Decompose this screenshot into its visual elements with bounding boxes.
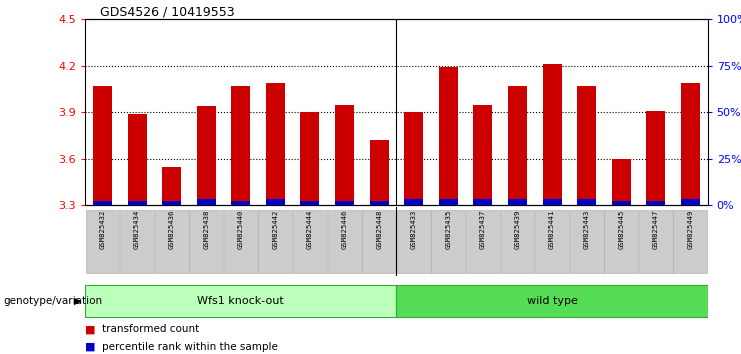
Text: GSM825432: GSM825432 (99, 210, 105, 249)
Bar (93, 86, 112, 205)
Bar (646, 111, 665, 205)
Bar (328, 210, 362, 273)
Bar (396, 210, 431, 273)
Text: percentile rank within the sample: percentile rank within the sample (102, 342, 277, 352)
Bar (93, 201, 112, 205)
Bar (231, 86, 250, 205)
Text: genotype/variation: genotype/variation (4, 296, 103, 306)
Text: GSM825439: GSM825439 (514, 210, 520, 249)
Bar (335, 105, 354, 205)
Text: GSM825446: GSM825446 (342, 210, 348, 249)
Bar (542, 199, 562, 205)
Bar (266, 83, 285, 205)
Text: GSM825442: GSM825442 (273, 210, 279, 249)
Text: GSM825443: GSM825443 (584, 210, 590, 249)
Bar (604, 210, 638, 273)
Bar (404, 199, 423, 205)
Text: transformed count: transformed count (102, 324, 199, 334)
Bar (293, 210, 327, 273)
Bar (439, 68, 458, 205)
Bar (611, 159, 631, 205)
Bar (120, 210, 154, 273)
Bar (370, 140, 388, 205)
Bar (259, 210, 293, 273)
Bar (300, 201, 319, 205)
Bar (466, 210, 500, 273)
Bar (162, 201, 181, 205)
Bar (362, 210, 396, 273)
Bar (542, 64, 562, 205)
Bar (473, 105, 492, 205)
Bar (674, 210, 708, 273)
Bar (396, 285, 708, 317)
Bar (127, 114, 147, 205)
Text: GSM825449: GSM825449 (688, 210, 694, 249)
Text: Wfs1 knock-out: Wfs1 knock-out (197, 296, 285, 306)
Text: GSM825445: GSM825445 (618, 210, 624, 249)
Bar (535, 210, 569, 273)
Bar (85, 210, 119, 273)
Bar (224, 210, 258, 273)
Bar (570, 210, 604, 273)
Text: GSM825444: GSM825444 (307, 210, 313, 249)
Text: GSM825433: GSM825433 (411, 210, 416, 249)
Text: GSM825440: GSM825440 (238, 210, 244, 249)
Text: GSM825435: GSM825435 (445, 210, 451, 249)
Bar (85, 285, 396, 317)
Bar (646, 201, 665, 205)
Bar (231, 201, 250, 205)
Bar (196, 199, 216, 205)
Text: ■: ■ (85, 324, 96, 334)
Bar (335, 201, 354, 205)
Bar (155, 210, 189, 273)
Bar (611, 201, 631, 205)
Bar (639, 210, 673, 273)
Bar (404, 113, 423, 205)
Bar (127, 201, 147, 205)
Bar (577, 86, 596, 205)
Text: GDS4526 / 10419553: GDS4526 / 10419553 (100, 5, 235, 18)
Text: GSM825441: GSM825441 (549, 210, 555, 249)
Text: GSM825447: GSM825447 (653, 210, 659, 249)
Bar (266, 199, 285, 205)
Text: GSM825434: GSM825434 (134, 210, 140, 249)
Text: GSM825437: GSM825437 (480, 210, 486, 249)
Bar (431, 210, 465, 273)
Bar (577, 199, 596, 205)
Text: ■: ■ (85, 342, 96, 352)
Text: GSM825438: GSM825438 (203, 210, 209, 249)
Bar (196, 106, 216, 205)
Text: wild type: wild type (527, 296, 577, 306)
Bar (439, 199, 458, 205)
Bar (162, 167, 181, 205)
Bar (508, 86, 527, 205)
Text: GSM825448: GSM825448 (376, 210, 382, 249)
Text: GSM825436: GSM825436 (169, 210, 175, 249)
Bar (681, 83, 700, 205)
Bar (300, 113, 319, 205)
Bar (508, 199, 527, 205)
Text: ▶: ▶ (74, 296, 82, 306)
Bar (473, 199, 492, 205)
Bar (370, 201, 388, 205)
Bar (500, 210, 534, 273)
Bar (189, 210, 223, 273)
Bar (681, 199, 700, 205)
